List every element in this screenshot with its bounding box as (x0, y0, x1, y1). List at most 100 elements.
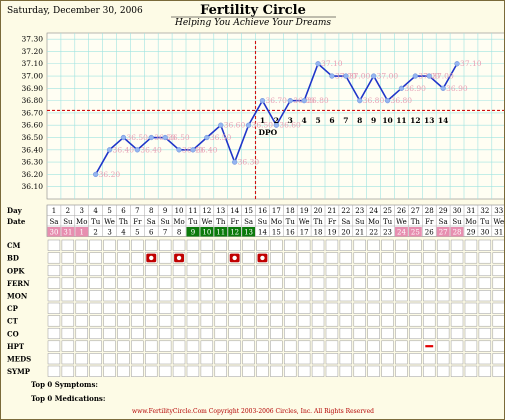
obs-cell (214, 353, 227, 365)
obs-cell (464, 327, 478, 340)
obs-cell (228, 340, 241, 352)
obs-cell (297, 365, 311, 377)
obs-cell (325, 353, 339, 365)
obs-cell (186, 302, 200, 314)
dpo-number: 12 (410, 116, 420, 125)
obs-cell (297, 327, 311, 340)
day-number: 1 (52, 207, 56, 215)
obs-cell (200, 239, 214, 251)
obs-cell (270, 327, 283, 340)
obs-cell (89, 239, 102, 251)
temperature-label: 36.90 (446, 84, 468, 93)
weekday: Th (313, 218, 323, 226)
temperature-point (329, 73, 335, 79)
day-number: 17 (272, 207, 281, 215)
obs-cell (464, 277, 478, 289)
obs-cell (89, 315, 102, 327)
obs-cell (103, 290, 116, 302)
date-number: 25 (411, 229, 420, 237)
date-number: 28 (453, 229, 462, 237)
obs-cell (353, 239, 366, 251)
date-number: 31 (494, 229, 503, 237)
obs-cell (200, 327, 214, 340)
obs-cell (172, 239, 186, 251)
obs-cell (131, 327, 144, 340)
top-symptoms-label: Top 0 Symptoms: (31, 380, 98, 389)
weekday: Mo (173, 218, 184, 226)
obs-cell (75, 327, 88, 340)
obs-cell (353, 353, 366, 365)
date-cell-menses (75, 227, 89, 237)
date-number: 4 (121, 229, 126, 237)
day-number: 9 (163, 207, 167, 215)
obs-cell (325, 315, 339, 327)
obs-cell (145, 239, 158, 251)
y-tick-left: 37.30 (22, 35, 44, 44)
obs-cell (381, 302, 394, 314)
obs-cell (61, 264, 75, 277)
obs-cell (103, 315, 116, 327)
obs-cell (367, 239, 380, 251)
obs-cell (464, 264, 478, 277)
obs-cell (145, 353, 158, 365)
obs-cell (395, 327, 408, 340)
obs-cell (186, 252, 200, 264)
temperature-label: 36.70 (265, 96, 287, 105)
obs-cell (339, 353, 353, 365)
day-number: 26 (397, 207, 406, 215)
obs-cell (228, 353, 241, 365)
obs-cell (381, 365, 394, 377)
obs-cell (200, 353, 214, 365)
obs-cell (339, 239, 353, 251)
y-tick-left: 37.00 (22, 72, 44, 81)
obs-cell (409, 340, 422, 352)
obs-cell (353, 290, 366, 302)
obs-cell (367, 290, 380, 302)
obs-cell (117, 277, 130, 289)
obs-cell (242, 290, 255, 302)
obs-cell (311, 353, 325, 365)
temperature-label: 36.80 (307, 96, 329, 105)
day-number: 7 (135, 207, 139, 215)
obs-cell (436, 264, 450, 277)
obs-cell (61, 290, 75, 302)
obs-cell (256, 365, 269, 377)
obs-cell (339, 252, 353, 264)
obs-cell (325, 365, 339, 377)
obs-cell (311, 252, 325, 264)
obs-cell (492, 239, 504, 251)
obs-cell (311, 302, 325, 314)
obs-cell (75, 239, 88, 251)
obs-cell (436, 290, 450, 302)
obs-cell (158, 340, 172, 352)
obs-cell (284, 277, 297, 289)
weekday: Su (258, 218, 268, 226)
temperature-point (204, 134, 210, 141)
date-number: 19 (327, 229, 336, 237)
temperature-label: 36.50 (210, 133, 232, 142)
day-number: 25 (383, 207, 392, 215)
temperature-plot: 37.3099.1437.2098.9637.1098.7837.0098.60… (22, 32, 504, 200)
obs-cell (284, 315, 297, 327)
obs-cell (186, 277, 200, 289)
obs-cell (131, 340, 144, 352)
obs-cell (409, 365, 422, 377)
obs-cell (395, 277, 408, 289)
day-number: 6 (121, 207, 126, 215)
temperature-point (148, 134, 154, 141)
obs-cell (409, 302, 422, 314)
y-tick-left: 36.90 (22, 84, 44, 93)
obs-cell (353, 327, 366, 340)
obs-cell (464, 302, 478, 314)
date-number: 23 (383, 229, 392, 237)
obs-cell (242, 252, 255, 264)
temperature-label: 36.50 (168, 133, 190, 142)
date-number: 18 (314, 229, 323, 237)
obs-cell (158, 290, 172, 302)
temperature-label: 37.00 (432, 72, 454, 81)
obs-cell (214, 252, 227, 264)
temperature-point (245, 122, 252, 128)
obs-cell (117, 340, 130, 352)
obs-cell (492, 365, 504, 377)
dpo-number: 14 (438, 116, 448, 125)
